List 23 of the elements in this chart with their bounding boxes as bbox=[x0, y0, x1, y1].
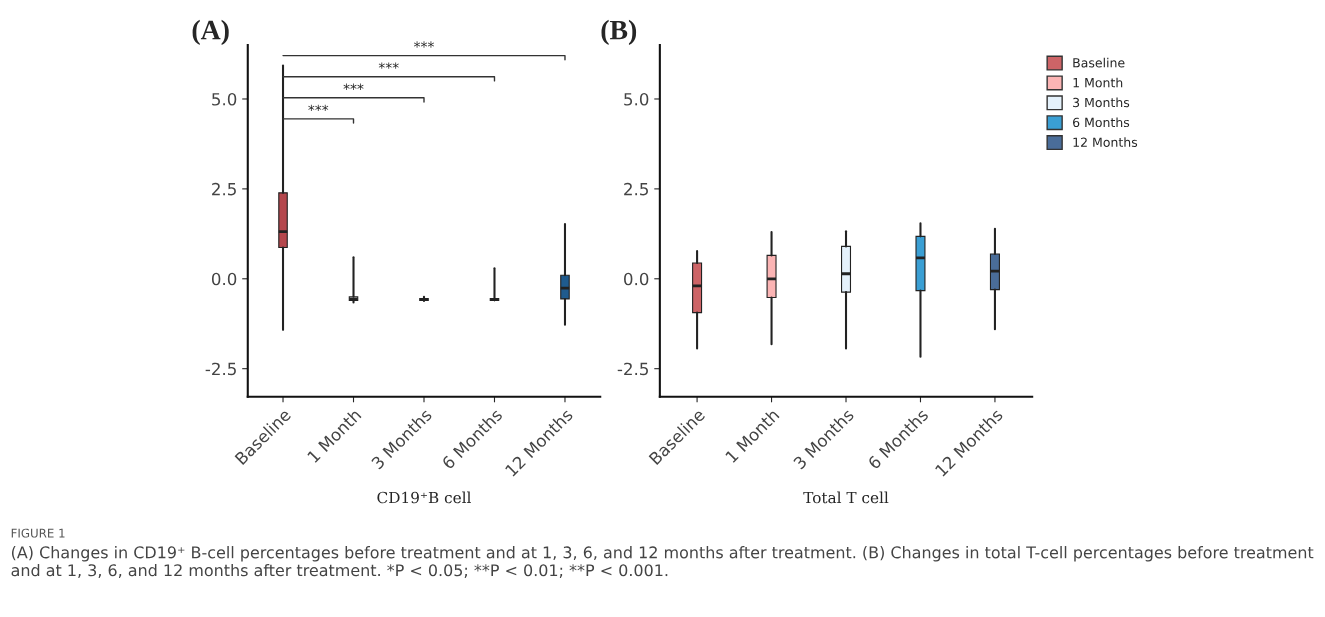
legend-label: 3 Months bbox=[1073, 97, 1130, 108]
legend-label: 6 Months bbox=[1073, 117, 1130, 128]
y-tick-label: 2.5 bbox=[212, 182, 236, 196]
annotation: *** bbox=[343, 83, 364, 90]
y-tick-label: 0.0 bbox=[211, 272, 237, 286]
caption: FIGURE 1 bbox=[11, 528, 65, 538]
legend-label: Baseline bbox=[1073, 57, 1125, 68]
y-tick-label: -2.5 bbox=[205, 362, 236, 376]
x-axis-title: CD19⁺B cell bbox=[377, 491, 471, 504]
legend-label: 1 Month bbox=[1073, 77, 1123, 88]
annotation: *** bbox=[378, 62, 399, 69]
chart-title: (A) bbox=[192, 19, 229, 46]
y-tick-label: 5.0 bbox=[624, 92, 649, 106]
y-tick-label: 2.5 bbox=[624, 182, 648, 196]
y-tick-label: 5.0 bbox=[212, 92, 237, 106]
chart-title: (B) bbox=[601, 19, 637, 46]
x-axis-title: Total T cell bbox=[803, 491, 889, 504]
annotation: *** bbox=[308, 104, 329, 111]
annotation: *** bbox=[414, 41, 434, 48]
y-tick-label: 0.0 bbox=[624, 272, 649, 286]
legend-label: 12 Months bbox=[1073, 137, 1138, 147]
text: (A) Changes in CD19⁺ B-cell percentages before treatment and at 1, 3, 6, and 12 months after treatment. (B) Changes in total T-cell percentages before treatment and at 1, 3, 6, and 12 months after treatment. *P < 0.05; **P < 0.01; **P < 0.001. bbox=[11, 546, 1314, 578]
y-tick-label: -2.5 bbox=[617, 362, 648, 376]
